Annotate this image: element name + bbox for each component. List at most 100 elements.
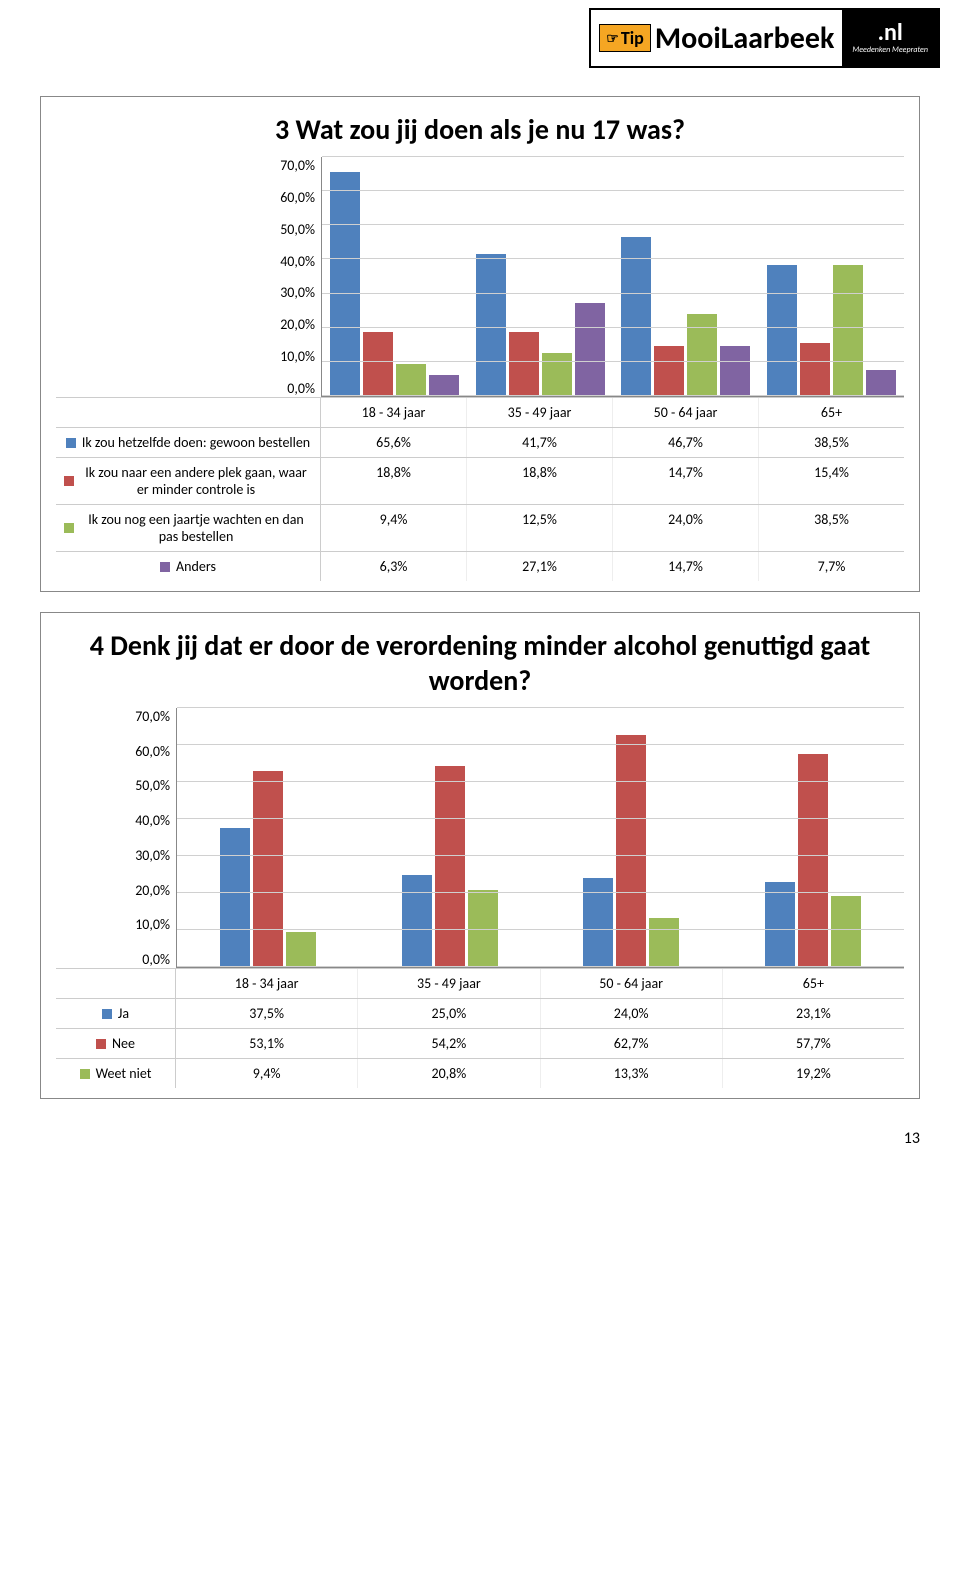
table-row: Ik zou naar een andere plek gaan, waar e… — [56, 457, 904, 504]
chart-2-category-cells: 18 - 34 jaar35 - 49 jaar50 - 64 jaar65+ — [176, 969, 904, 998]
gridline — [177, 892, 904, 893]
gridline — [177, 966, 904, 967]
y-tick-label: 10,0% — [135, 916, 170, 933]
chart-2-title: 4 Denk jij dat er door de verordening mi… — [56, 628, 904, 698]
category-label: 65+ — [722, 969, 904, 998]
gridline — [322, 224, 904, 225]
value-cell: 38,5% — [758, 505, 904, 551]
series-label: Ik zou nog een jaartje wachten en dan pa… — [80, 511, 312, 545]
chart-1-category-cells: 18 - 34 jaar35 - 49 jaar50 - 64 jaar65+ — [321, 398, 904, 427]
bar — [542, 353, 572, 396]
y-tick-label: 30,0% — [280, 284, 315, 301]
series-legend: Anders — [56, 552, 321, 581]
value-cell: 38,5% — [758, 428, 904, 457]
bar — [800, 343, 830, 396]
series-label: Weet niet — [96, 1065, 152, 1082]
value-cell: 23,1% — [722, 999, 904, 1028]
table-row: Anders6,3%27,1%14,7%7,7% — [56, 551, 904, 581]
chart-1-title: 3 Wat zou jij doen als je nu 17 was? — [56, 112, 904, 147]
chart-1-plot-row: 70,0%60,0%50,0%40,0%30,0%20,0%10,0%0,0% — [56, 157, 904, 397]
bar — [654, 346, 684, 396]
bar — [476, 254, 506, 396]
chart-2-category-spacer — [56, 969, 176, 998]
value-cell: 57,7% — [722, 1029, 904, 1058]
category-label: 18 - 34 jaar — [321, 398, 466, 427]
legend-square-icon — [96, 1039, 106, 1049]
series-values: 9,4%12,5%24,0%38,5% — [321, 505, 904, 551]
chart-1-yaxis-col: 70,0%60,0%50,0%40,0%30,0%20,0%10,0%0,0% — [56, 157, 321, 397]
category-label: 50 - 64 jaar — [540, 969, 722, 998]
gridline — [177, 744, 904, 745]
gridline — [177, 781, 904, 782]
series-legend: Ik zou hetzelfde doen: gewoon bestellen — [56, 428, 321, 457]
value-cell: 24,0% — [612, 505, 758, 551]
value-cell: 53,1% — [176, 1029, 357, 1058]
series-legend: Ik zou naar een andere plek gaan, waar e… — [56, 458, 321, 504]
bar — [621, 237, 651, 396]
value-cell: 15,4% — [758, 458, 904, 504]
bar — [798, 754, 828, 967]
value-cell: 19,2% — [722, 1059, 904, 1088]
value-cell: 18,8% — [466, 458, 612, 504]
value-cell: 9,4% — [176, 1059, 357, 1088]
bar — [833, 265, 863, 396]
gridline — [177, 929, 904, 930]
legend-square-icon — [66, 438, 76, 448]
series-values: 65,6%41,7%46,7%38,5% — [321, 428, 904, 457]
gridline — [322, 327, 904, 328]
table-row: Ik zou hetzelfde doen: gewoon bestellen6… — [56, 427, 904, 457]
bar — [435, 766, 465, 967]
bar — [720, 346, 750, 396]
category-label: 65+ — [758, 398, 904, 427]
logo-text: MooiLaarbeek — [655, 20, 835, 57]
tip-badge: ☞ Tip — [599, 24, 651, 52]
chart-1-yaxis: 70,0%60,0%50,0%40,0%30,0%20,0%10,0%0,0% — [56, 157, 321, 397]
bar — [286, 932, 316, 967]
gridline — [177, 818, 904, 819]
category-label: 35 - 49 jaar — [357, 969, 539, 998]
series-legend: Ja — [56, 999, 176, 1028]
series-label: Ja — [118, 1005, 129, 1022]
bar — [429, 375, 459, 397]
value-cell: 14,7% — [612, 552, 758, 581]
chart-1-panel: 3 Wat zou jij doen als je nu 17 was? 70,… — [40, 96, 920, 592]
bar — [402, 875, 432, 968]
value-cell: 25,0% — [357, 999, 539, 1028]
bar — [831, 896, 861, 967]
y-tick-label: 70,0% — [280, 157, 315, 174]
table-row: Nee53,1%54,2%62,7%57,7% — [56, 1028, 904, 1058]
y-tick-label: 0,0% — [287, 380, 315, 397]
y-tick-label: 40,0% — [135, 812, 170, 829]
legend-square-icon — [64, 476, 74, 486]
series-legend: Nee — [56, 1029, 176, 1058]
chart-2-yaxis: 70,0%60,0%50,0%40,0%30,0%20,0%10,0%0,0% — [56, 708, 176, 968]
table-row: Ja 37,5%25,0%24,0%23,1% — [56, 998, 904, 1028]
y-tick-label: 70,0% — [135, 708, 170, 725]
chart-1-category-row: 18 - 34 jaar35 - 49 jaar50 - 64 jaar65+ — [56, 397, 904, 427]
gridline — [322, 395, 904, 396]
hand-icon: ☞ — [606, 30, 619, 47]
series-legend: Ik zou nog een jaartje wachten en dan pa… — [56, 505, 321, 551]
y-tick-label: 60,0% — [280, 189, 315, 206]
series-label: Ik zou naar een andere plek gaan, waar e… — [80, 464, 312, 498]
logo: ☞ Tip MooiLaarbeek .nl Meedenken Meeprat… — [589, 8, 940, 68]
y-tick-label: 20,0% — [280, 316, 315, 333]
bar — [616, 735, 646, 967]
chart-2-panel: 4 Denk jij dat er door de verordening mi… — [40, 612, 920, 1099]
series-values: 37,5%25,0%24,0%23,1% — [176, 999, 904, 1028]
series-label: Nee — [112, 1035, 135, 1052]
bar — [765, 882, 795, 967]
logo-subtitle: Meedenken Meepraten — [852, 45, 928, 55]
value-cell: 20,8% — [357, 1059, 539, 1088]
value-cell: 41,7% — [466, 428, 612, 457]
chart-2-data-rows: Ja37,5%25,0%24,0%23,1%Nee53,1%54,2%62,7%… — [56, 998, 904, 1088]
legend-square-icon — [64, 523, 74, 533]
bar — [649, 918, 679, 967]
value-cell: 37,5% — [176, 999, 357, 1028]
bar — [253, 771, 283, 967]
gridline — [322, 361, 904, 362]
value-cell: 7,7% — [758, 552, 904, 581]
value-cell: 6,3% — [321, 552, 466, 581]
y-tick-label: 0,0% — [142, 951, 170, 968]
series-legend: Weet niet — [56, 1059, 176, 1088]
